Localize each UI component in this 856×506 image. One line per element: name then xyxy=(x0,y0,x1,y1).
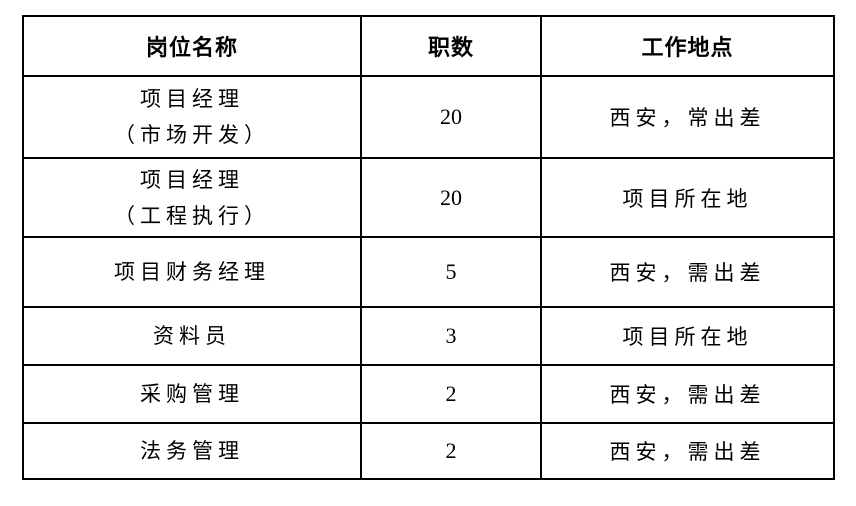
position-name-line: 项目经理 xyxy=(140,167,244,192)
position-name-cell: 项目经理 （工程执行） xyxy=(22,157,362,238)
header-position-name: 岗位名称 xyxy=(22,15,362,77)
position-name-line: 法务管理 xyxy=(140,439,244,463)
position-count-cell: 5 xyxy=(360,236,542,308)
position-count-cell: 20 xyxy=(360,157,542,238)
position-name-cell: 项目经理 （市场开发） xyxy=(22,75,362,159)
position-name-cell: 采购管理 xyxy=(22,364,362,424)
work-location-cell: 项目所在地 xyxy=(540,306,835,366)
position-name-line: 项目经理 xyxy=(140,87,244,111)
work-location-cell: 西安，需出差 xyxy=(540,364,835,424)
position-name-line: 采购管理 xyxy=(140,382,244,406)
header-position-count: 职数 xyxy=(360,15,542,77)
table-row: 法务管理 2 西安，需出差 xyxy=(22,422,835,480)
job-positions-table: 岗位名称 职数 工作地点 项目经理 （市场开发） 20 西安，常出差 项目经理 （工程执行… xyxy=(22,15,835,480)
position-name-line: 项目财务经理 xyxy=(114,260,270,284)
header-row: 岗位名称 职数 工作地点 xyxy=(22,15,835,77)
table-row: 项目经理 （工程执行） 20 项目所在地 xyxy=(22,157,835,238)
position-name-cell: 法务管理 xyxy=(22,422,362,480)
position-count-cell: 20 xyxy=(360,75,542,159)
work-location-cell: 西安，需出差 xyxy=(540,422,835,480)
work-location-cell: 西安，常出差 xyxy=(540,75,835,159)
position-name-cell: 资料员 xyxy=(22,306,362,366)
position-name-line: 资料员 xyxy=(153,324,231,348)
work-location-cell: 项目所在地 xyxy=(540,157,835,238)
table-row: 资料员 3 项目所在地 xyxy=(22,306,835,366)
position-name-cell: 项目财务经理 xyxy=(22,236,362,308)
position-count-cell: 2 xyxy=(360,364,542,424)
header-work-location: 工作地点 xyxy=(540,15,835,77)
position-name-line: （工程执行） xyxy=(114,203,270,228)
table-row: 项目财务经理 5 西安，需出差 xyxy=(22,236,835,308)
table-row: 项目经理 （市场开发） 20 西安，常出差 xyxy=(22,75,835,159)
work-location-cell: 西安，需出差 xyxy=(540,236,835,308)
table-row: 采购管理 2 西安，需出差 xyxy=(22,364,835,424)
position-count-cell: 3 xyxy=(360,306,542,366)
position-name-line: （市场开发） xyxy=(114,123,270,147)
position-count-cell: 2 xyxy=(360,422,542,480)
